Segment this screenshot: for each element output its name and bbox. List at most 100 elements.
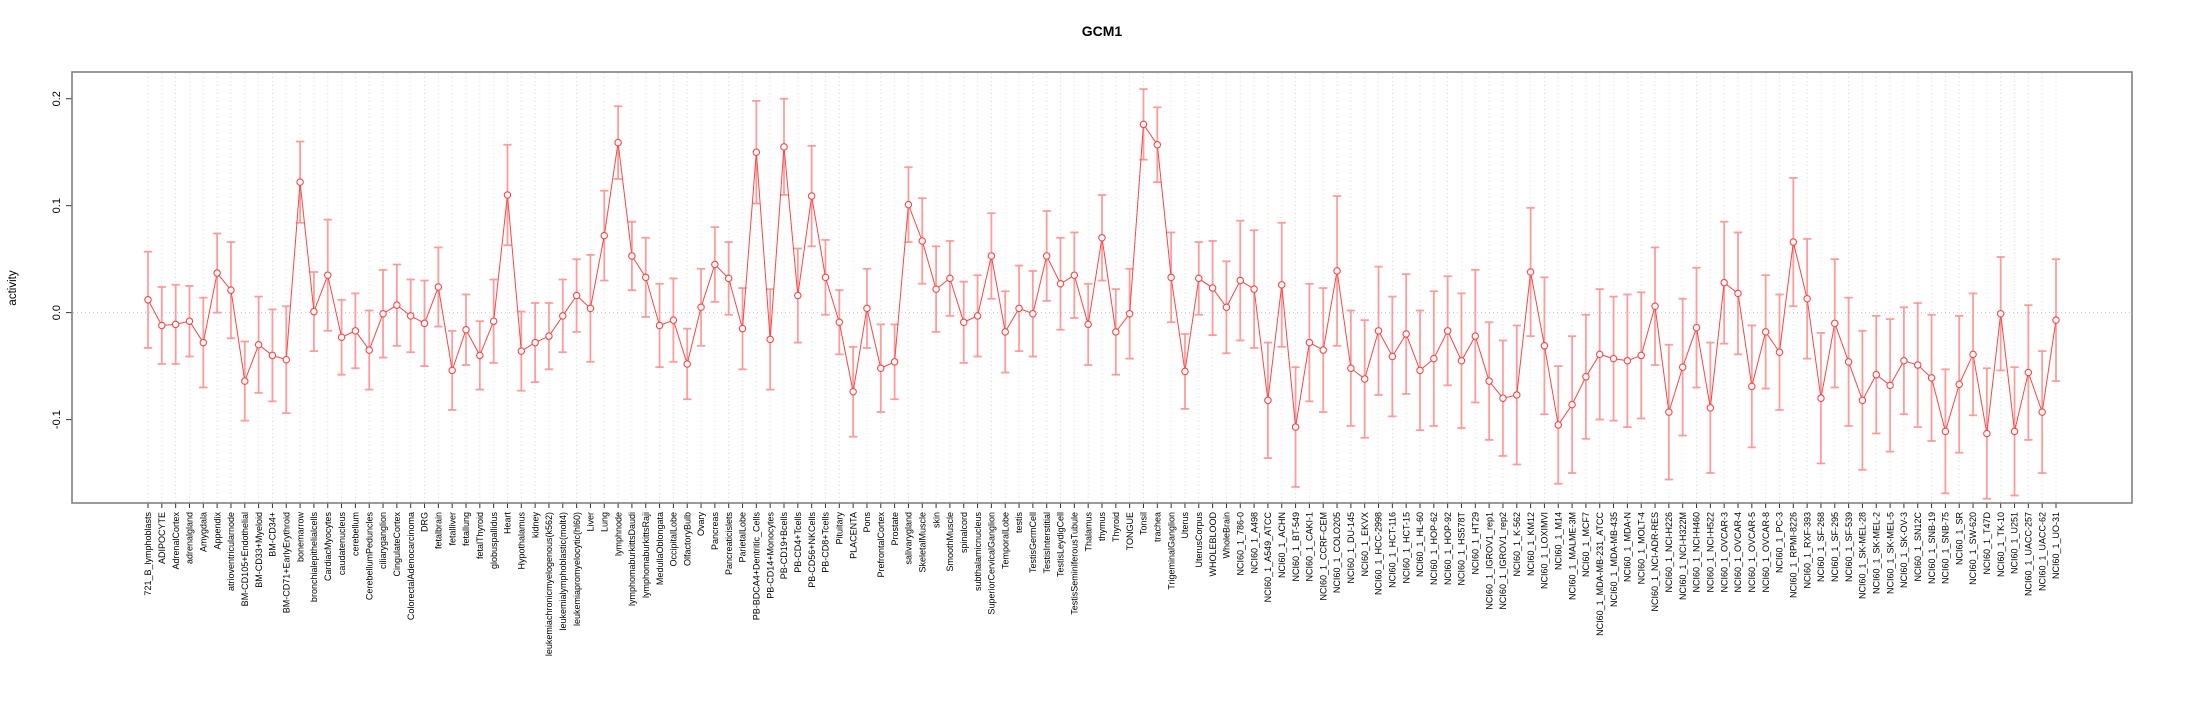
x-tick-label: subthalamicnucleus xyxy=(973,512,983,592)
data-point xyxy=(1886,381,1894,390)
x-tick-label: SuperiorCervicalGanglion xyxy=(987,512,997,615)
data-point xyxy=(1333,267,1341,275)
data-point xyxy=(1208,284,1217,292)
x-tick-label: PB-CD56+NKCells xyxy=(807,512,817,588)
x-tick-label: NCI60_1_SK-MEL-28 xyxy=(1858,512,1868,599)
data-point xyxy=(973,312,982,320)
data-point xyxy=(393,301,401,309)
data-point xyxy=(1734,289,1742,298)
data-point xyxy=(1623,357,1632,365)
x-tick-label: PB-CD8+Tcells xyxy=(821,512,831,573)
x-tick-label: NCI60_1_PC-3 xyxy=(1775,512,1785,573)
x-tick-label: NCI60_1_CCRF-CEM xyxy=(1318,512,1328,601)
data-point xyxy=(1927,374,1936,382)
data-point xyxy=(641,273,650,282)
x-tick-label: NCI60_1_HOP-62 xyxy=(1429,512,1439,585)
x-tick-label: PrefrontalCortex xyxy=(876,512,886,578)
x-tick-label: Ovary xyxy=(696,512,706,537)
x-tick-label: Liver xyxy=(586,512,596,532)
x-tick-label: PB-BDCA4+Dentritic_Cells xyxy=(752,512,762,621)
data-point xyxy=(904,200,913,209)
y-axis: -0.1 0.0 0.1 0.2 xyxy=(51,91,72,429)
plot-frame xyxy=(71,71,2133,504)
x-tick-label: PLACENTA xyxy=(848,512,858,559)
x-tick-label: NCI60_1_COLO205 xyxy=(1332,512,1342,593)
x-tick-label: lymphomaburkittsDaudi xyxy=(627,512,637,606)
data-point xyxy=(959,318,968,327)
x-tick-label: lymphnode xyxy=(613,512,623,556)
data-point xyxy=(323,271,332,279)
x-tick-label: leukemiapromyelocytic(hl60) xyxy=(572,512,582,626)
x-tick-label: UterusCorpus xyxy=(1194,512,1204,568)
x-tick-label: NCI60_1_LOXIMVI xyxy=(1540,512,1550,589)
x-tick-label: NCI60_1_SF-268 xyxy=(1816,512,1826,582)
data-point xyxy=(1042,252,1051,260)
data-point xyxy=(559,312,567,320)
x-tick-label: BM-CD105+Endothelial xyxy=(240,512,250,606)
x-tick-label: Pons xyxy=(862,512,872,533)
y-tick-label: -0.1 xyxy=(51,410,63,429)
x-tick-label: NCI60_1_NCI-H322M xyxy=(1678,512,1688,600)
x-tick-label: ciliaryganglion xyxy=(378,512,388,569)
data-point xyxy=(1568,400,1576,409)
x-tick-label: trachea xyxy=(1153,512,1163,542)
data-point xyxy=(1720,278,1728,287)
data-point xyxy=(1858,396,1867,405)
data-point xyxy=(227,286,235,294)
x-tick-label: TONGUE xyxy=(1125,512,1135,550)
x-tick-label: NCI60_1_IGROV1_rep1 xyxy=(1484,512,1494,610)
data-point xyxy=(489,317,498,325)
x-tick-label: CingulateCortex xyxy=(392,512,402,577)
data-point xyxy=(406,312,415,320)
data-point xyxy=(1056,280,1065,288)
x-tick-label: NCI60_1_SN12C xyxy=(1913,512,1923,582)
x-tick-label: Thyroid xyxy=(1111,512,1121,542)
data-point xyxy=(1678,363,1687,371)
data-point xyxy=(1029,309,1037,318)
x-tick-label: OccipitalLobe xyxy=(669,512,679,567)
x-tick-label: salivarygland xyxy=(904,512,914,565)
x-tick-label: Uterus xyxy=(1180,512,1190,539)
x-tick-label: NCI60_1_SK-MEL-5 xyxy=(1885,512,1895,594)
data-point xyxy=(2010,427,2019,436)
data-point xyxy=(738,324,747,333)
data-point xyxy=(185,317,194,325)
data-point xyxy=(545,332,553,340)
x-tick-label: NCI60_1_HOP-92 xyxy=(1443,512,1453,585)
x-tick-label: NCI60_1_MCF7 xyxy=(1581,512,1591,577)
data-point xyxy=(337,333,346,341)
data-point xyxy=(1319,346,1327,354)
y-tick-label: 0.2 xyxy=(51,91,63,106)
x-tick-label: NCI60_1_HT29 xyxy=(1471,512,1481,575)
x-tick-label: caudatenucleus xyxy=(337,512,347,576)
data-point xyxy=(586,304,595,313)
chart-title: GCM1 xyxy=(1082,23,1123,39)
x-tick-label: ColorectalAdenocarcinoma xyxy=(406,512,416,620)
data-point xyxy=(462,325,470,334)
x-tick-label: fetalbrain xyxy=(434,512,444,549)
data-point xyxy=(780,143,788,151)
x-tick-label: DRG xyxy=(420,512,430,532)
x-tick-label: BM-CD34+ xyxy=(268,512,278,557)
x-tick-label: NCI60_1_A549_ATCC xyxy=(1263,512,1273,603)
data-point xyxy=(1748,382,1756,391)
x-tick-label: NCI60_1_A498 xyxy=(1249,512,1259,574)
data-point xyxy=(1651,302,1659,310)
x-tick-label: NCI60_1_DU-145 xyxy=(1346,512,1356,584)
x-tick-label: NCI60_1_MALME-3M xyxy=(1567,512,1577,600)
data-point xyxy=(1969,350,1977,359)
x-tick-label: testis xyxy=(1014,512,1024,534)
x-tick-label: WHOLEBLOOD xyxy=(1208,512,1218,577)
data-point xyxy=(1540,342,1549,350)
data-point xyxy=(1706,404,1715,412)
x-tick-label: Appendix xyxy=(212,512,222,550)
data-point xyxy=(420,319,429,328)
x-tick-label: 721_B_lymphoblasts xyxy=(143,512,153,596)
data-point xyxy=(614,138,622,147)
x-tick-label: lymphomaburkittsRaji xyxy=(641,512,651,598)
x-tick-label: fetallung xyxy=(461,512,471,546)
data-point xyxy=(1360,375,1369,383)
x-tick-label: NCI60_1_ACHN xyxy=(1277,512,1287,578)
data-point xyxy=(1250,285,1258,293)
data-point xyxy=(724,274,733,283)
